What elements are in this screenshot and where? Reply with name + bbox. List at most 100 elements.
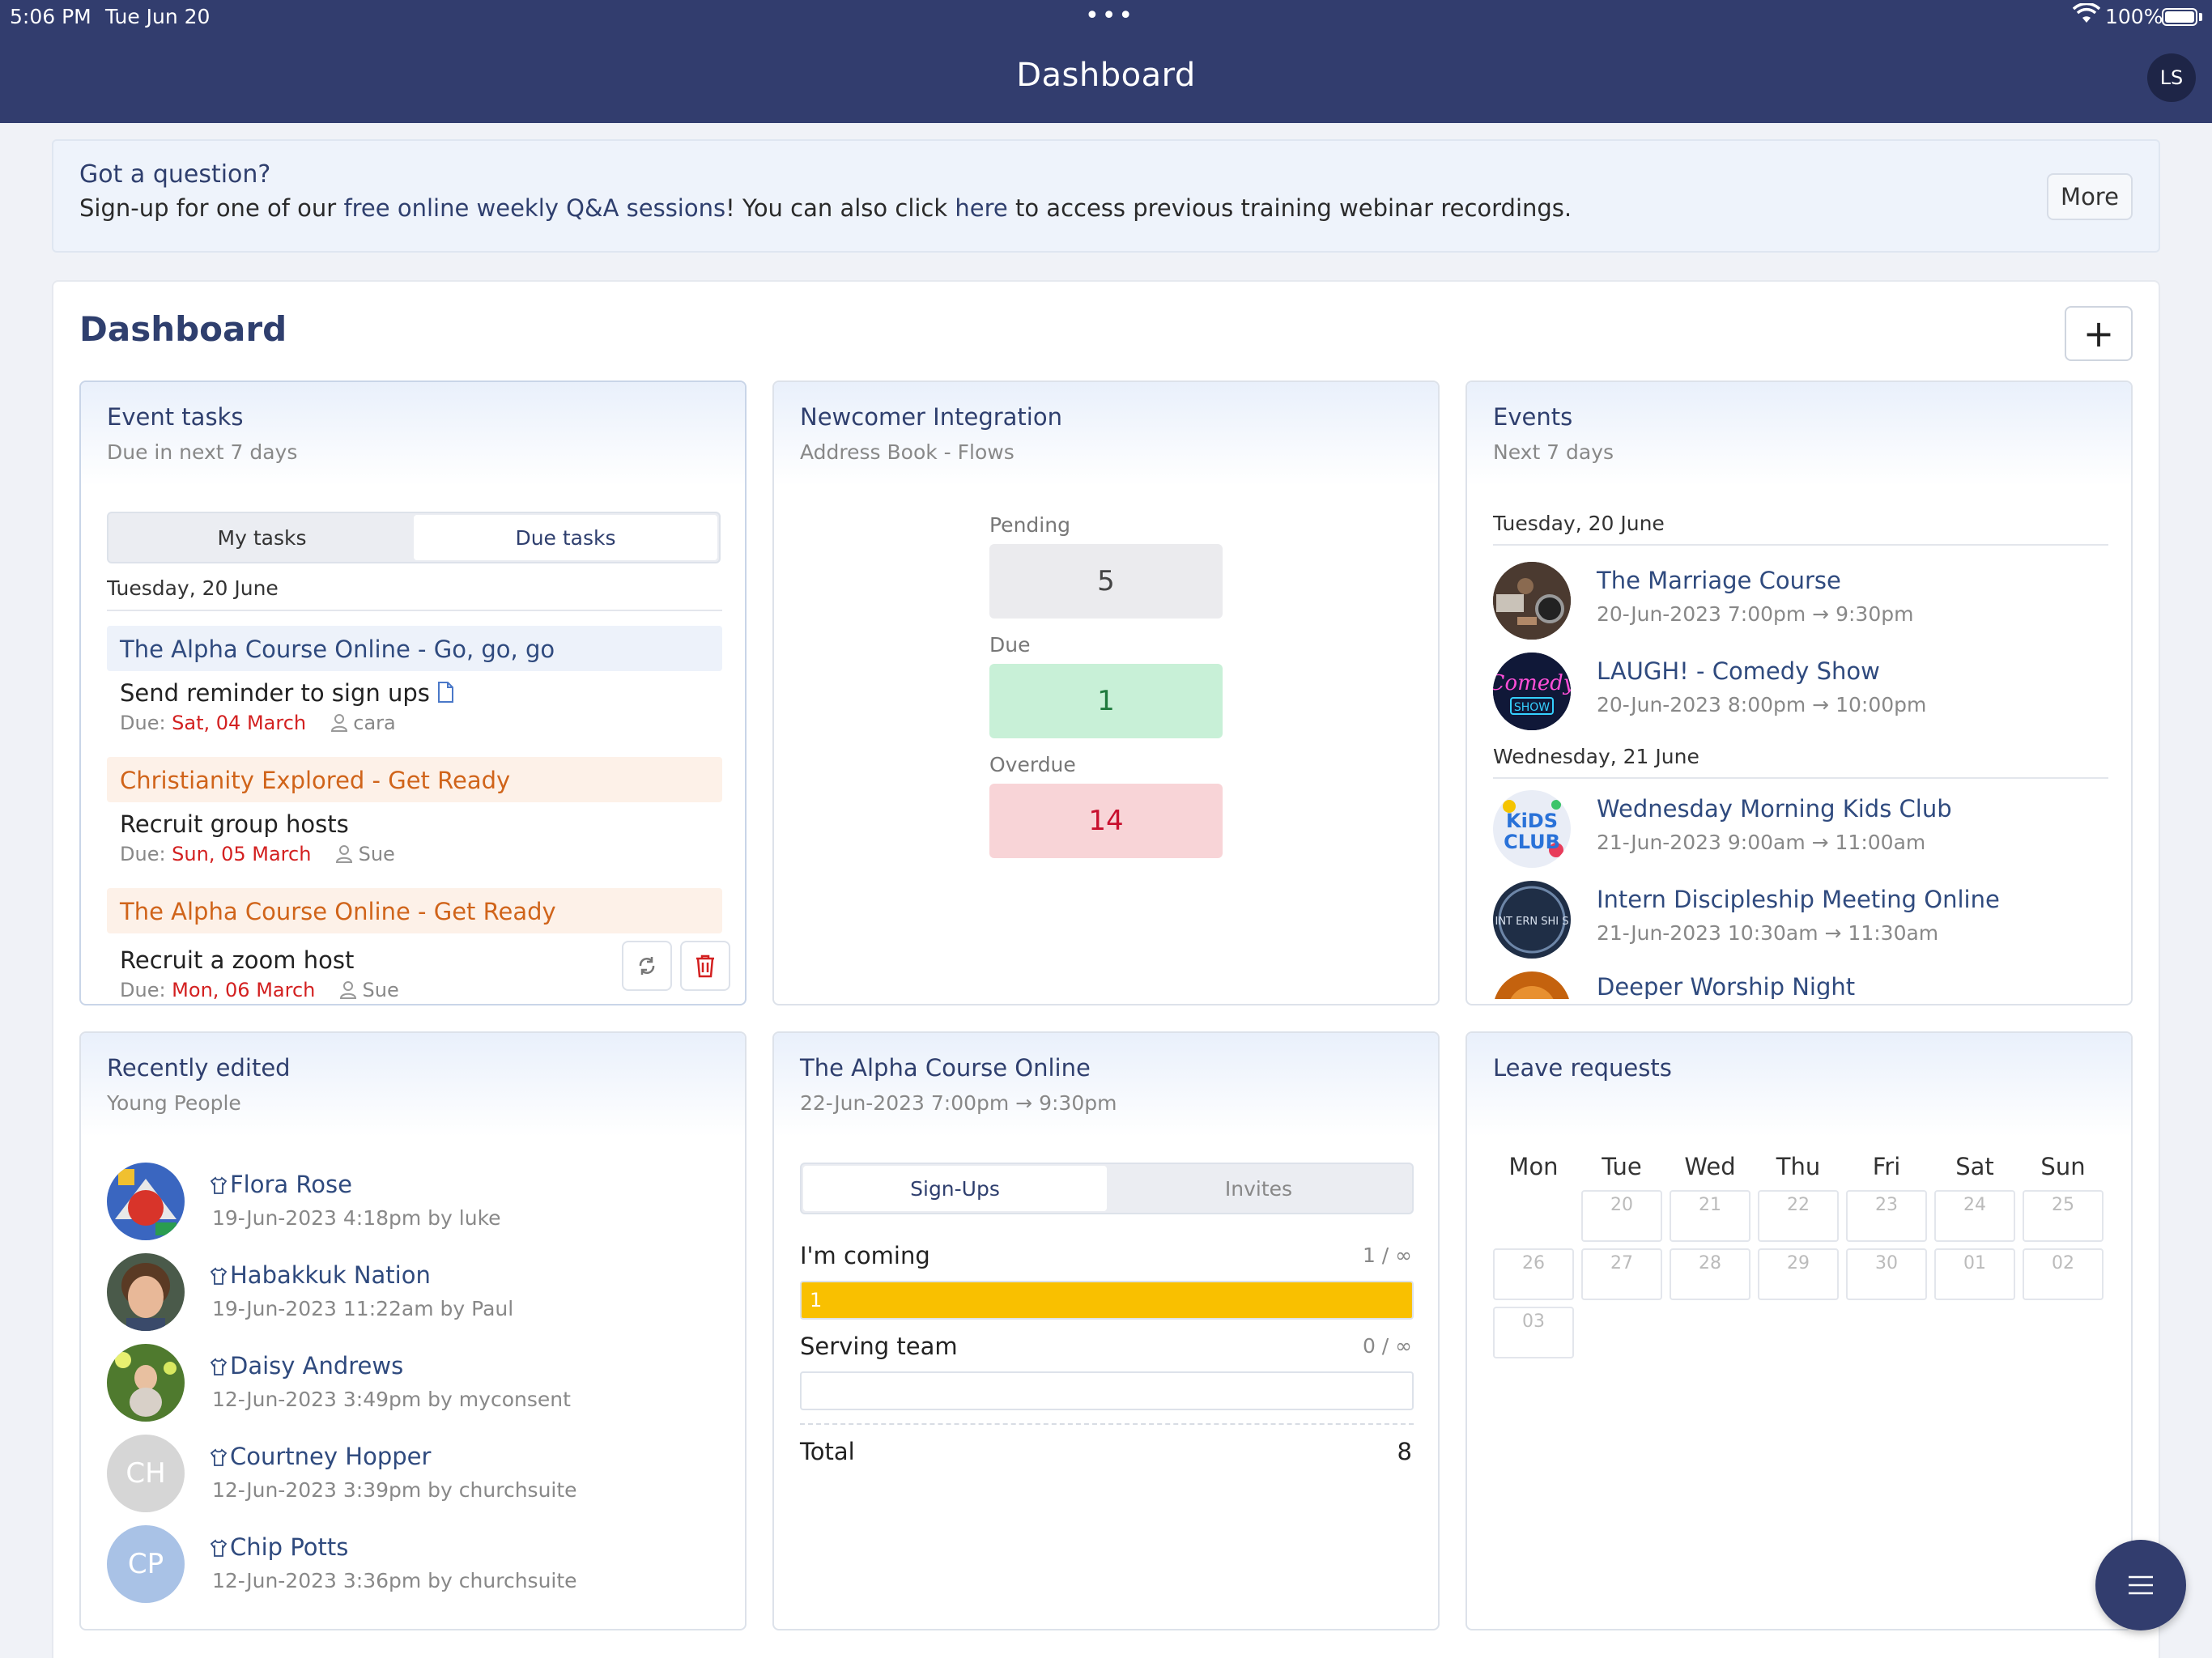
- thumb-text: Comedy: [1493, 671, 1571, 695]
- event-thumbnail[interactable]: KiDS CLUB: [1493, 790, 1571, 868]
- overdue-count[interactable]: 14: [989, 784, 1223, 858]
- due-prefix: Due:: [120, 712, 172, 734]
- person-name[interactable]: Flora Rose: [210, 1171, 352, 1198]
- avatar[interactable]: [107, 1253, 185, 1331]
- due-prefix: Due:: [120, 979, 172, 1001]
- panel-subtitle: Address Book - Flows: [800, 440, 1015, 464]
- event-time: 21-Jun-2023 9:00am → 11:00am: [1597, 831, 1926, 854]
- panel-title: Event tasks: [107, 403, 244, 431]
- task-name: Recruit a zoom host: [120, 946, 355, 974]
- pending-count[interactable]: 5: [989, 544, 1223, 619]
- due-prefix: Due:: [120, 843, 172, 865]
- total-value: 8: [1397, 1438, 1412, 1465]
- multitask-dots-icon[interactable]: •••: [1085, 2, 1136, 30]
- calendar-day[interactable]: 27: [1581, 1248, 1662, 1300]
- event-thumbnail[interactable]: [1493, 971, 1571, 999]
- help-banner: Got a question? Sign-up for one of our f…: [52, 139, 2160, 253]
- status-date: Tue Jun 20: [105, 5, 211, 28]
- page-title: Dashboard: [1016, 57, 1196, 94]
- calendar-day[interactable]: 25: [2023, 1190, 2104, 1242]
- stat-label: Pending: [989, 513, 1070, 537]
- task-group-title[interactable]: The Alpha Course Online - Go, go, go: [107, 626, 722, 671]
- refresh-button[interactable]: [622, 941, 672, 991]
- task-item[interactable]: Send reminder to sign ups: [107, 679, 722, 707]
- task-due: Due: Sun, 05 March Sue: [107, 843, 722, 865]
- event-name[interactable]: LAUGH! - Comedy Show: [1597, 657, 1880, 685]
- calendar-day[interactable]: 02: [2023, 1248, 2104, 1300]
- person-name[interactable]: Courtney Hopper: [210, 1443, 431, 1470]
- alpha-course-header: The Alpha Course Online 22-Jun-2023 7:00…: [774, 1033, 1438, 1137]
- battery-tip: [2199, 13, 2202, 21]
- edit-meta: 12-Jun-2023 3:36pm by churchsuite: [212, 1569, 577, 1592]
- task-item[interactable]: Recruit group hosts: [107, 810, 722, 838]
- edit-meta: 19-Jun-2023 11:22am by Paul: [212, 1297, 514, 1320]
- calendar-day[interactable]: 24: [1934, 1190, 2015, 1242]
- avatar[interactable]: CH: [107, 1435, 185, 1512]
- row-label: I'm coming: [800, 1242, 930, 1269]
- divider: [800, 1423, 1414, 1425]
- task-group-title[interactable]: Christianity Explored - Get Ready: [107, 757, 722, 802]
- menu-fab[interactable]: [2095, 1540, 2186, 1630]
- panel-title: Newcomer Integration: [800, 403, 1062, 431]
- im-coming-bar[interactable]: 1: [800, 1281, 1414, 1320]
- stat-label: Due: [989, 633, 1031, 657]
- person-name[interactable]: Habakkuk Nation: [210, 1261, 431, 1289]
- calendar-day[interactable]: 29: [1758, 1248, 1839, 1300]
- weekday-label: Thu: [1776, 1153, 1821, 1180]
- signup-tabs: Sign-Ups Invites: [800, 1163, 1414, 1214]
- task-item[interactable]: Recruit a zoom host: [107, 946, 722, 974]
- battery-icon: [2162, 8, 2197, 26]
- task-day-label: Tuesday, 20 June: [107, 576, 279, 600]
- due-count[interactable]: 1: [989, 664, 1223, 738]
- event-name[interactable]: Deeper Worship Night: [1597, 973, 1856, 999]
- person-name[interactable]: Daisy Andrews: [210, 1352, 403, 1380]
- progress-fill: 1: [802, 1282, 1412, 1318]
- tab-sign-ups[interactable]: Sign-Ups: [803, 1166, 1107, 1211]
- shirt-icon: [210, 1176, 228, 1194]
- event-thumbnail[interactable]: [1493, 562, 1571, 640]
- event-name[interactable]: The Marriage Course: [1597, 567, 1841, 594]
- calendar-day[interactable]: 01: [1934, 1248, 2015, 1300]
- serving-team-bar[interactable]: [800, 1371, 1414, 1410]
- due-date: Sun, 05 March: [172, 843, 312, 865]
- webinar-here-link[interactable]: here: [955, 194, 1008, 222]
- avatar[interactable]: CP: [107, 1525, 185, 1603]
- event-thumbnail[interactable]: Comedy SHOW: [1493, 653, 1571, 730]
- banner-text-2: ! You can also click: [725, 194, 955, 222]
- calendar-day[interactable]: 20: [1581, 1190, 1662, 1242]
- hamburger-menu-icon: [2129, 1575, 2153, 1595]
- more-button[interactable]: More: [2047, 173, 2133, 220]
- dashboard-title: Dashboard: [79, 309, 287, 349]
- alpha-course-panel: The Alpha Course Online 22-Jun-2023 7:00…: [772, 1031, 1440, 1630]
- calendar-day[interactable]: 21: [1670, 1190, 1750, 1242]
- calendar-day[interactable]: 23: [1846, 1190, 1927, 1242]
- tab-my-tasks[interactable]: My tasks: [217, 525, 307, 550]
- add-widget-button[interactable]: +: [2065, 306, 2133, 361]
- person-icon: [339, 981, 356, 999]
- calendar-day[interactable]: 22: [1758, 1190, 1839, 1242]
- banner-text-3: to access previous training webinar reco…: [1007, 194, 1572, 222]
- qa-sessions-link[interactable]: free online weekly Q&A sessions: [343, 194, 726, 222]
- avatar[interactable]: [107, 1163, 185, 1240]
- event-thumbnail[interactable]: INT ERN SHI S: [1493, 881, 1571, 959]
- weekday-label: Tue: [1602, 1153, 1642, 1180]
- tab-invites[interactable]: Invites: [1224, 1176, 1293, 1201]
- banner-question: Got a question?: [79, 160, 271, 189]
- task-group-title[interactable]: The Alpha Course Online - Get Ready: [107, 888, 722, 933]
- calendar-day[interactable]: 26: [1493, 1248, 1574, 1300]
- event-name[interactable]: Wednesday Morning Kids Club: [1597, 795, 1952, 823]
- edit-meta: 19-Jun-2023 4:18pm by luke: [212, 1206, 501, 1230]
- thumb-text: CLUB: [1504, 831, 1560, 853]
- person-icon: [330, 714, 347, 732]
- avatar[interactable]: [107, 1344, 185, 1422]
- person-name-text: Flora Rose: [230, 1171, 352, 1198]
- calendar-day[interactable]: 30: [1846, 1248, 1927, 1300]
- person-name-text: Chip Potts: [230, 1533, 349, 1561]
- tab-due-tasks[interactable]: Due tasks: [414, 515, 717, 560]
- delete-button[interactable]: [680, 941, 730, 991]
- event-name[interactable]: Intern Discipleship Meeting Online: [1597, 886, 2000, 913]
- person-name[interactable]: Chip Potts: [210, 1533, 349, 1561]
- user-avatar[interactable]: LS: [2147, 53, 2196, 102]
- calendar-day[interactable]: 03: [1493, 1307, 1574, 1358]
- calendar-day[interactable]: 28: [1670, 1248, 1750, 1300]
